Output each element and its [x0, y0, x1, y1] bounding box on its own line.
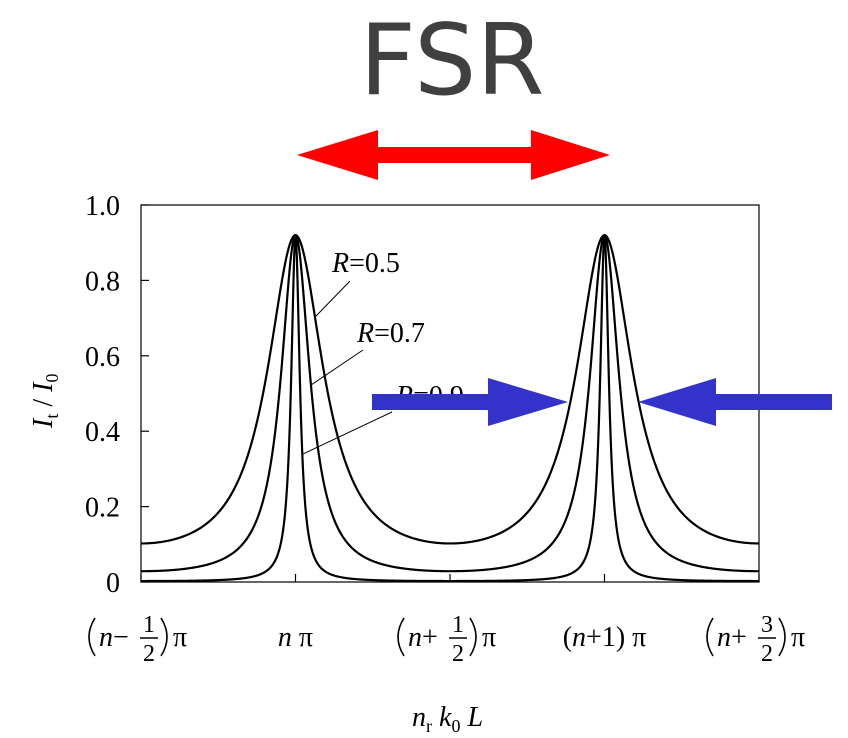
series-leader-line [310, 349, 364, 386]
tick-denominator: 2 [761, 641, 773, 667]
x-tick-label: n+ 1 2π [397, 612, 496, 667]
paren-right [778, 617, 786, 657]
y-tick-label: 1.0 [85, 191, 120, 222]
tick-numerator: 3 [761, 612, 773, 638]
tick-pi: π [173, 622, 187, 653]
series-labels: R=0.5R=0.7R=0.9 [302, 248, 464, 455]
y-axis-label: It / I0 [28, 374, 62, 429]
y-tick-label: 0.8 [85, 266, 120, 297]
paren-right [160, 617, 168, 657]
fwhm-arrow-right [638, 378, 832, 426]
x-axis-label: nr k0 L [412, 702, 483, 736]
tick-denominator: 2 [452, 641, 464, 667]
series-line-R=0.7 [141, 233, 759, 573]
series-line-R=0.9 [141, 235, 759, 583]
tick-pi: π [482, 622, 496, 653]
y-axis: 0 0.2 0.4 0.6 0.8 1.0 [85, 191, 149, 599]
x-tick-label: n+ 3 2π [706, 612, 805, 667]
y-tick-label: 0.4 [85, 417, 120, 448]
tick-expr: n− [99, 622, 129, 653]
chart-title: FSR [360, 4, 545, 118]
x-tick-label: (n+1) π [563, 622, 647, 653]
paren-left [706, 617, 714, 657]
fsr-double-arrow [297, 130, 610, 180]
series-leader-line [302, 411, 393, 455]
tick-denominator: 2 [143, 641, 155, 667]
series-leader-line [314, 280, 351, 318]
x-tick-label: n π [278, 622, 313, 653]
paren-left [397, 617, 405, 657]
tick-numerator: 1 [143, 612, 155, 638]
x-axis: n− 12π n π n+ 12π (n+1) π n+ 32π [88, 574, 805, 667]
paren-left [88, 617, 96, 657]
series-line-R=0.5 [141, 234, 759, 545]
y-tick-label: 0.6 [85, 342, 120, 373]
series-label-R=0.5: R=0.5 [331, 248, 400, 279]
y-tick-label: 0.2 [85, 493, 120, 524]
fwhm-arrow-left [372, 378, 568, 426]
y-tick-label: 0 [106, 568, 120, 599]
tick-numerator: 1 [452, 612, 464, 638]
plot-series [141, 233, 759, 583]
tick-expr: n+ [408, 622, 438, 653]
tick-pi: π [791, 622, 805, 653]
tick-expr: n+ [717, 622, 747, 653]
paren-right [469, 617, 477, 657]
x-tick-label: n− 1 2π [88, 612, 187, 667]
series-label-R=0.7: R=0.7 [356, 318, 425, 349]
